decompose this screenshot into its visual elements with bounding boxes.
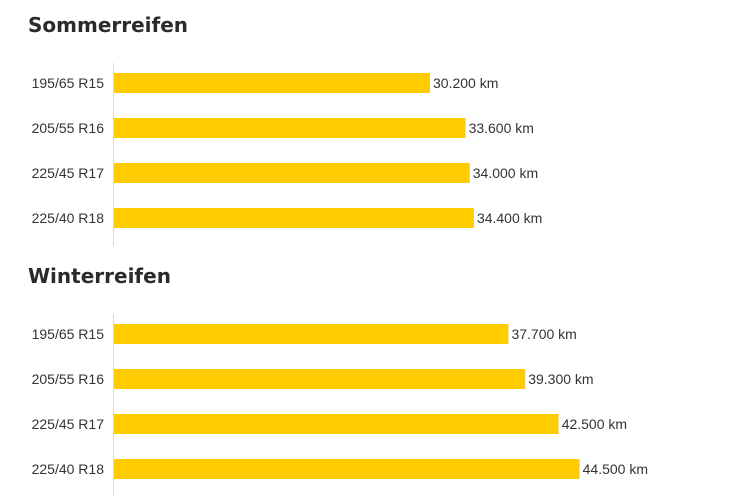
winterreifen-category-label: 205/55 R16 (32, 371, 105, 387)
sommerreifen-title: Sommerreifen (28, 13, 188, 37)
winterreifen-category-label: 225/40 R18 (32, 461, 105, 477)
winterreifen-bar (114, 324, 509, 344)
sommerreifen-value-label: 34.400 km (477, 210, 542, 226)
sommerreifen-category-label: 225/40 R18 (32, 210, 105, 226)
sommerreifen-value-label: 33.600 km (469, 120, 534, 136)
sommerreifen-bar (114, 118, 466, 138)
winterreifen-value-label: 37.700 km (511, 326, 576, 342)
sommerreifen-category-label: 225/45 R17 (32, 165, 105, 181)
sommerreifen-bar (114, 73, 430, 93)
winterreifen-bar (114, 369, 526, 389)
winterreifen-category-label: 225/45 R17 (32, 416, 105, 432)
winterreifen-category-label: 195/65 R15 (32, 326, 105, 342)
sommerreifen-category-label: 195/65 R15 (32, 75, 105, 91)
winterreifen-value-label: 44.500 km (583, 461, 648, 477)
sommerreifen-value-label: 34.000 km (473, 165, 538, 181)
winterreifen-title: Winterreifen (28, 264, 171, 288)
sommerreifen-bar (114, 163, 470, 183)
sommerreifen-value-label: 30.200 km (433, 75, 498, 91)
sommerreifen-category-label: 205/55 R16 (32, 120, 105, 136)
winterreifen-value-label: 39.300 km (528, 371, 593, 387)
winterreifen-value-label: 42.500 km (562, 416, 627, 432)
winterreifen-bar (114, 414, 559, 434)
winterreifen-bar (114, 459, 580, 479)
sommerreifen-bar (114, 208, 474, 228)
